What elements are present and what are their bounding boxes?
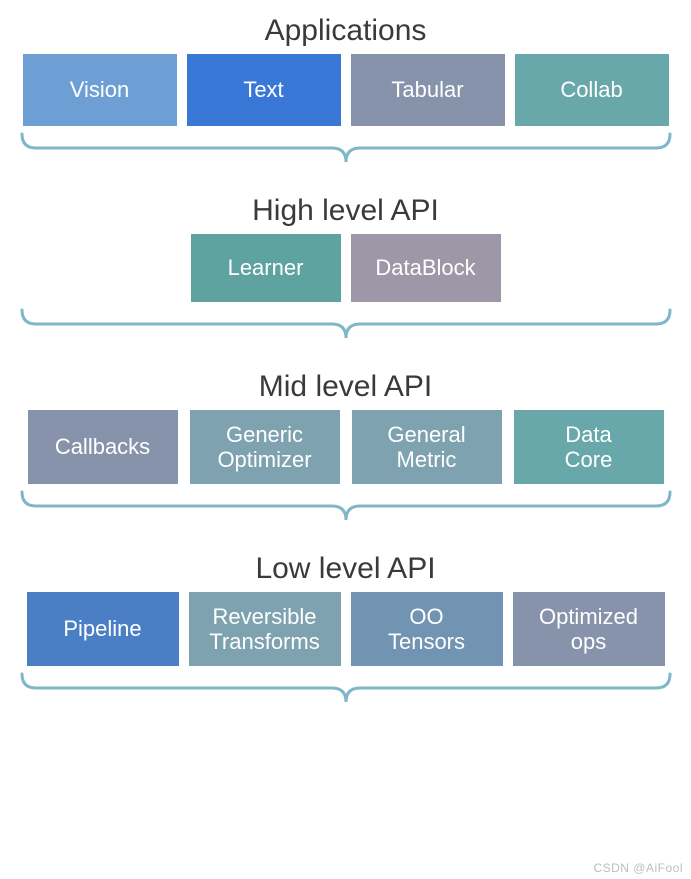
mid-box-1: Generic Optimizer <box>190 410 340 484</box>
section-title-low: Low level API <box>18 552 673 586</box>
section-low: Low level API PipelineReversible Transfo… <box>18 552 673 712</box>
row-mid: CallbacksGeneric OptimizerGeneral Metric… <box>18 410 673 484</box>
low-box-3: Optimized ops <box>513 592 665 666</box>
high-box-0: Learner <box>191 234 341 302</box>
row-applications: VisionTextTabularCollab <box>18 54 673 126</box>
applications-box-1: Text <box>187 54 341 126</box>
low-box-1: Reversible Transforms <box>189 592 341 666</box>
section-mid: Mid level API CallbacksGeneric Optimizer… <box>18 370 673 530</box>
brace-applications <box>18 132 673 172</box>
row-low: PipelineReversible TransformsOO TensorsO… <box>18 592 673 666</box>
section-title-mid: Mid level API <box>18 370 673 404</box>
brace-mid <box>18 490 673 530</box>
mid-box-3: Data Core <box>514 410 664 484</box>
mid-box-0: Callbacks <box>28 410 178 484</box>
row-high: LearnerDataBlock <box>18 234 673 302</box>
low-box-0: Pipeline <box>27 592 179 666</box>
brace-low <box>18 672 673 712</box>
applications-box-3: Collab <box>515 54 669 126</box>
brace-icon <box>20 132 672 172</box>
brace-icon <box>20 490 672 530</box>
section-title-applications: Applications <box>18 14 673 48</box>
low-box-2: OO Tensors <box>351 592 503 666</box>
mid-box-2: General Metric <box>352 410 502 484</box>
brace-high <box>18 308 673 348</box>
section-high: High level API LearnerDataBlock <box>18 194 673 348</box>
applications-box-2: Tabular <box>351 54 505 126</box>
diagram-root: Applications VisionTextTabularCollab Hig… <box>0 0 691 712</box>
applications-box-0: Vision <box>23 54 177 126</box>
watermark: CSDN @AiFool <box>593 861 683 875</box>
high-box-1: DataBlock <box>351 234 501 302</box>
brace-icon <box>20 672 672 712</box>
section-applications: Applications VisionTextTabularCollab <box>18 14 673 172</box>
brace-icon <box>20 308 672 348</box>
section-title-high: High level API <box>18 194 673 228</box>
